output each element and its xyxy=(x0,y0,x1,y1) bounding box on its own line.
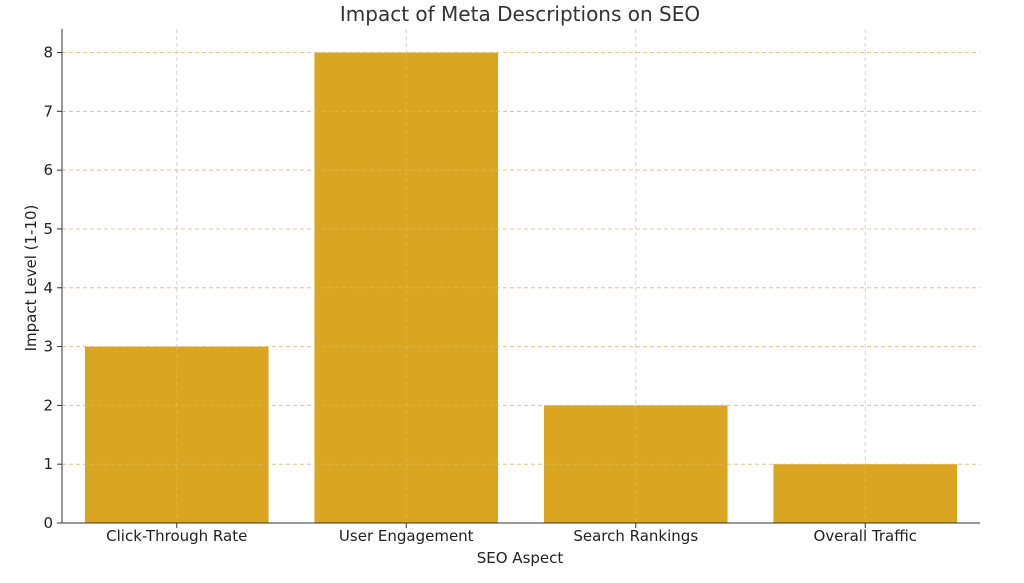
y-tick-label: 7 xyxy=(43,102,53,120)
y-tick-label: 8 xyxy=(43,44,53,62)
x-tick-label: Search Rankings xyxy=(573,527,698,545)
y-tick-label: 0 xyxy=(43,514,53,532)
x-tick-labels: Click-Through Rate User Engagement Search … xyxy=(106,527,917,545)
y-tick-label: 6 xyxy=(43,161,53,179)
y-tick-label: 5 xyxy=(43,220,53,238)
y-tick-label: 2 xyxy=(43,396,53,414)
axes xyxy=(57,29,980,528)
y-tick-label: 3 xyxy=(43,338,53,356)
bars xyxy=(62,52,980,524)
y-tick-label: 1 xyxy=(43,455,53,473)
chart-title: Impact of Meta Descriptions on SEO xyxy=(340,2,700,26)
x-tick-label: User Engagement xyxy=(339,527,474,545)
x-axis-title: SEO Aspect xyxy=(477,549,564,567)
y-tick-label: 4 xyxy=(43,279,53,297)
x-tick-label: Overall Traffic xyxy=(814,527,917,545)
y-tick-labels: 0 1 2 3 4 5 6 7 8 xyxy=(43,44,53,532)
y-axis-title: Impact Level (1-10) xyxy=(22,205,40,352)
x-tick-label: Click-Through Rate xyxy=(106,527,247,545)
